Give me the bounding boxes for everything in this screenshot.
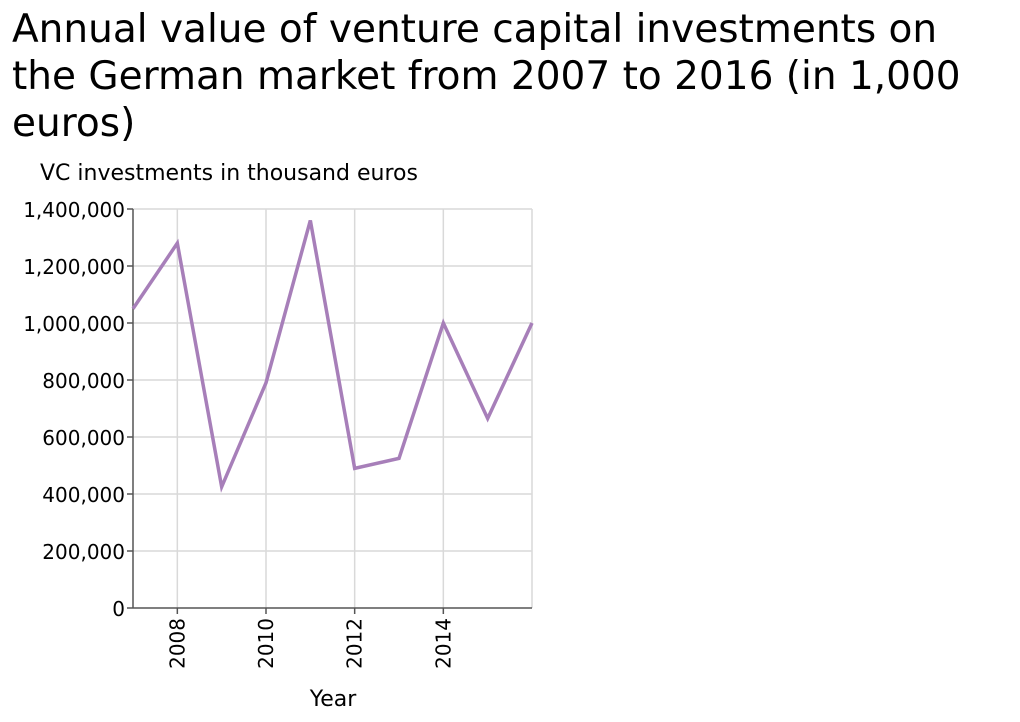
x-tick-label: 2010 — [254, 618, 278, 669]
x-axis-label: Year — [309, 687, 358, 712]
x-tick-label: 2014 — [431, 618, 455, 669]
y-tick-label: 400,000 — [42, 483, 125, 507]
x-axis-ticks: 2008 2010 2012 2014 — [165, 608, 455, 669]
y-tick-label: 1,200,000 — [23, 255, 125, 279]
y-tick-label: 1,000,000 — [23, 312, 125, 336]
chart-title: Annual value of venture capital investme… — [12, 7, 961, 146]
x-tick-label: 2012 — [343, 618, 367, 669]
axes — [132, 209, 532, 609]
y-tick-label: 200,000 — [42, 540, 125, 564]
y-tick-label: 1,400,000 — [23, 198, 125, 222]
x-tick-label: 2008 — [165, 618, 189, 669]
y-axis-label: VC investments in thousand euros — [40, 161, 418, 186]
y-tick-label: 800,000 — [42, 369, 125, 393]
series-layer — [131, 219, 534, 493]
series-line — [131, 219, 534, 493]
y-axis-ticks: 0 200,000 400,000 600,000 800,000 1,000,000 1,… — [23, 198, 133, 621]
grid — [133, 208, 533, 608]
y-tick-label: 0 — [112, 597, 125, 621]
y-tick-label: 600,000 — [42, 426, 125, 450]
